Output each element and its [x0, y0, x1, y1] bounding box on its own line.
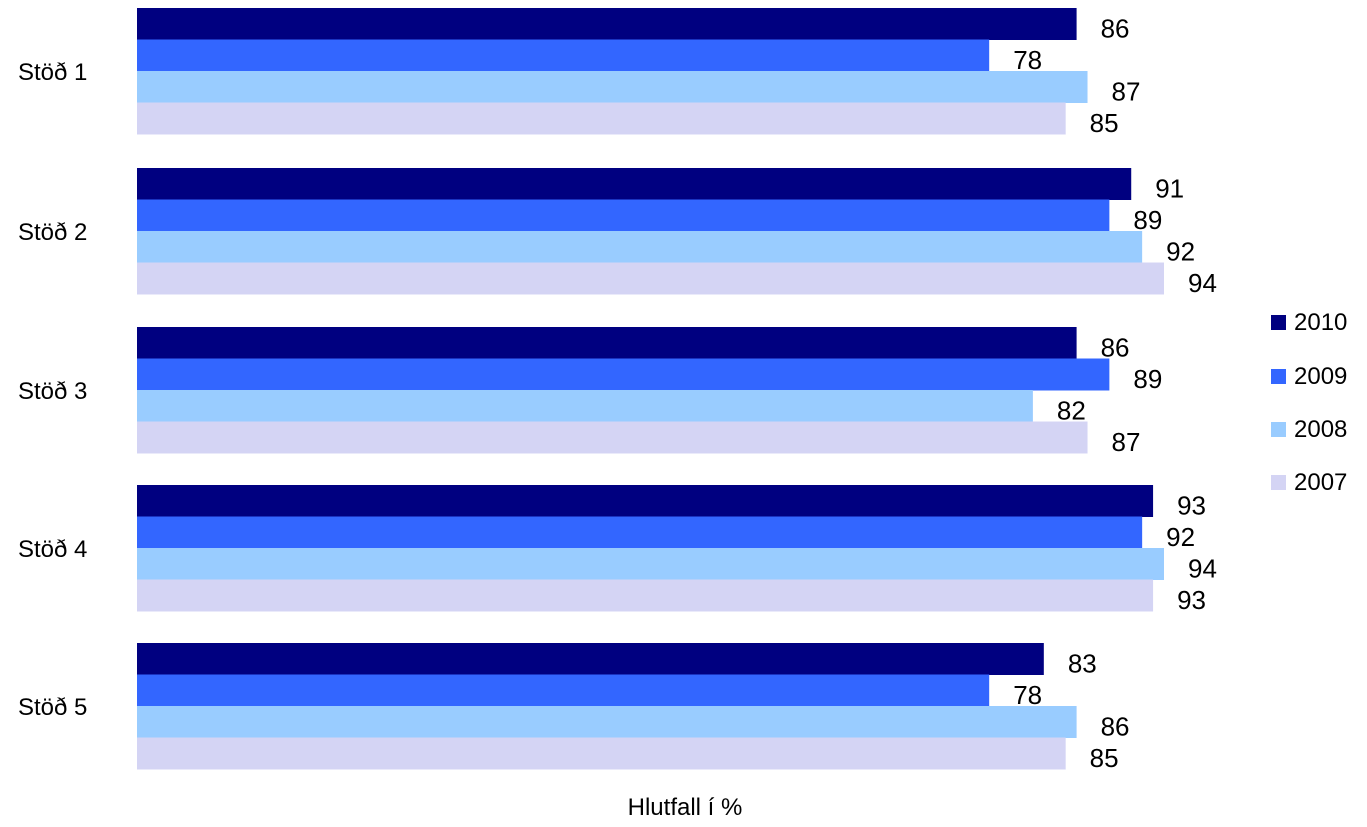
- bar: [137, 674, 990, 707]
- bar: [137, 102, 1066, 135]
- data-label: 89: [1133, 205, 1162, 235]
- data-label: 92: [1166, 237, 1195, 267]
- data-label: 85: [1090, 743, 1119, 773]
- bar: [137, 358, 1110, 391]
- legend-label: 2009: [1294, 363, 1347, 390]
- bar: [137, 168, 1132, 200]
- data-label: 78: [1013, 45, 1042, 75]
- bar: [137, 8, 1077, 40]
- bar: [137, 485, 1154, 517]
- data-label: 93: [1177, 585, 1206, 615]
- legend-swatch: [1271, 475, 1286, 490]
- category-label: Stöð 4: [18, 536, 87, 563]
- bar: [137, 737, 1066, 770]
- category-label: Stöð 1: [18, 59, 87, 86]
- bar: [137, 643, 1044, 675]
- data-label: 94: [1188, 554, 1217, 584]
- bar: [137, 579, 1154, 612]
- legend-swatch: [1271, 369, 1286, 384]
- data-label: 86: [1101, 712, 1130, 742]
- bar: [137, 39, 990, 72]
- bar: [137, 199, 1110, 232]
- bar: [137, 421, 1088, 454]
- data-label: 82: [1057, 396, 1086, 426]
- data-label: 87: [1112, 77, 1141, 107]
- data-label: 86: [1101, 14, 1130, 44]
- category-label: Stöð 2: [18, 219, 87, 246]
- category-labels: Stöð 1 Stöð 2 Stöð 3 Stöð 4 Stöð 5: [18, 59, 87, 721]
- data-label: 85: [1090, 108, 1119, 138]
- data-label: 86: [1101, 333, 1130, 363]
- legend-label: 2008: [1294, 416, 1347, 443]
- legend-swatch: [1271, 315, 1286, 330]
- data-label: 93: [1177, 491, 1206, 521]
- data-label: 94: [1188, 268, 1217, 298]
- legend-label: 2010: [1294, 309, 1347, 336]
- data-label: 78: [1013, 680, 1042, 710]
- bar: [137, 71, 1088, 103]
- data-label: 83: [1068, 649, 1097, 679]
- data-label: 91: [1155, 174, 1184, 204]
- bar: [137, 262, 1164, 295]
- category-label: Stöð 3: [18, 378, 87, 405]
- bar: [137, 548, 1164, 580]
- x-axis-label: Hlutfall í %: [628, 794, 743, 821]
- data-label: 87: [1112, 427, 1141, 457]
- bar: [137, 231, 1143, 263]
- bar: [137, 706, 1077, 738]
- data-label: 92: [1166, 522, 1195, 552]
- bar: [137, 327, 1077, 359]
- bar: [137, 516, 1143, 549]
- bar: [137, 390, 1033, 422]
- legend-label: 2007: [1294, 469, 1347, 496]
- data-label: 89: [1133, 364, 1162, 394]
- legend-swatch: [1271, 422, 1286, 437]
- category-label: Stöð 5: [18, 694, 87, 721]
- legend: 2010 2009 2008 2007: [1271, 309, 1347, 496]
